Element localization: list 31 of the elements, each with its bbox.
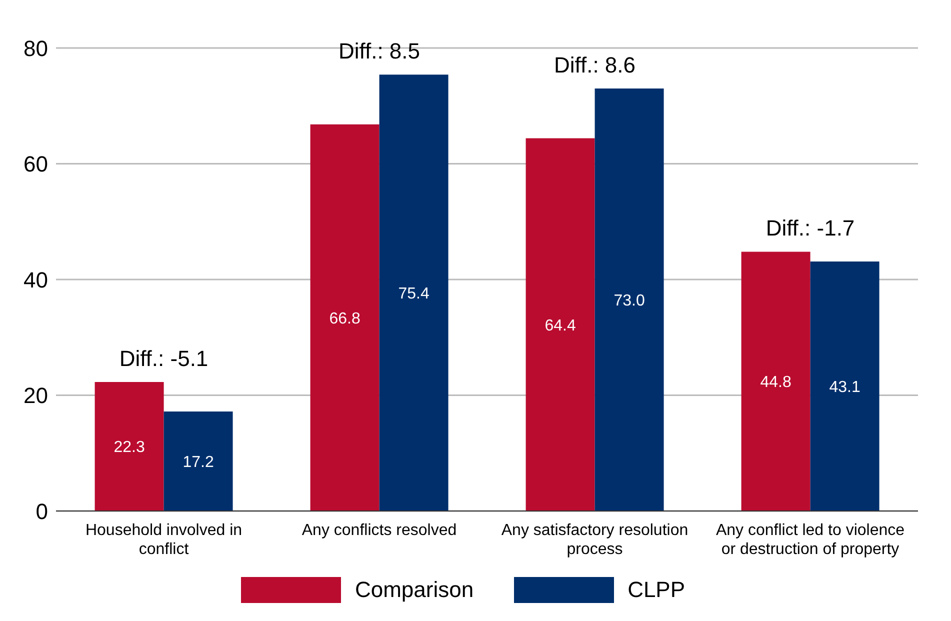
bar — [164, 411, 233, 511]
annotation: Diff.: 8.6 — [554, 52, 636, 78]
y-tick-label: 60 — [24, 152, 48, 177]
y-tick-label: 20 — [24, 383, 48, 408]
bar — [594, 88, 664, 511]
legend-label: Comparison — [354, 577, 474, 603]
y-tick-label: 40 — [24, 267, 48, 292]
legend-label: CLPP — [628, 577, 686, 603]
x-tick-label: Any satisfactory resolution process — [501, 522, 688, 558]
bar — [741, 252, 810, 511]
data-label: 73.0 — [614, 292, 645, 310]
bar — [94, 382, 164, 511]
annotation: Diff.: 8.5 — [338, 38, 420, 64]
y-tick-label: 0 — [36, 498, 48, 524]
data-label: 44.8 — [760, 374, 792, 392]
data-label: 75.4 — [398, 285, 430, 302]
y-tick-label: 80 — [24, 36, 48, 61]
data-label: 66.8 — [329, 310, 360, 328]
bar — [810, 262, 880, 511]
x-tick-label: Any conflict led to violence or destruction of property — [716, 522, 905, 558]
data-label: 17.2 — [182, 454, 214, 471]
bar — [310, 124, 380, 511]
x-tick-label: Household involved in conflict — [85, 522, 242, 558]
x-tick-label: Any conflicts resolved — [302, 522, 457, 539]
data-label: 64.4 — [544, 317, 576, 334]
annotation: Diff.: -5.1 — [119, 346, 208, 371]
data-label: 43.1 — [829, 378, 860, 396]
annotation: Diff.: -1.7 — [766, 216, 855, 241]
data-label: 22.3 — [114, 439, 145, 456]
bar — [526, 138, 595, 511]
bar — [379, 74, 448, 511]
